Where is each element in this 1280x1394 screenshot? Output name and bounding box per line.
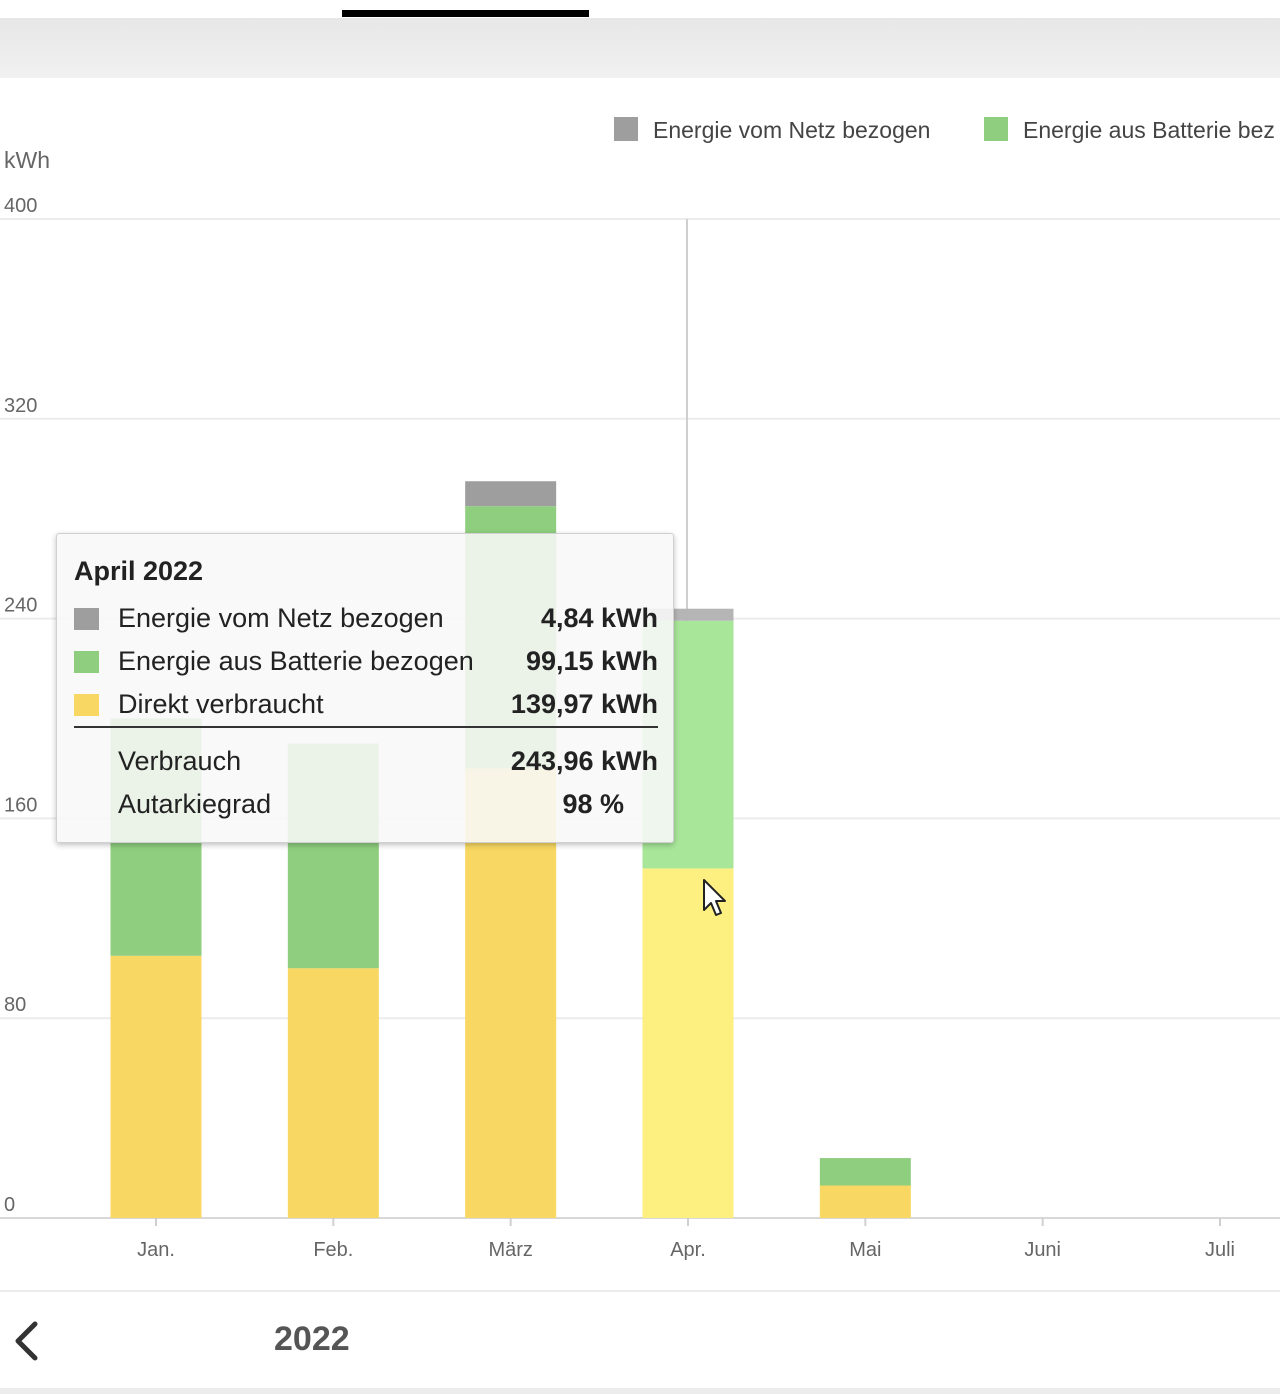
y-tick-label-80: 80 (4, 994, 26, 1016)
chart-tooltip: April 2022 Energie vom Netz bezogen 4,84… (56, 533, 674, 843)
tooltip-swatch-grid (74, 608, 99, 630)
tooltip-label-grid: Energie vom Netz bezogen (118, 603, 444, 633)
legend-label-0[interactable]: Energie vom Netz bezogen (653, 117, 930, 143)
tooltip-value-direct: 139,97 kWh (510, 689, 658, 719)
tooltip-value-battery: 99,15 kWh (525, 646, 658, 676)
y-tick-label-160: 160 (4, 794, 37, 816)
previous-year-button[interactable] (4, 1316, 48, 1366)
tooltip-swatch-direct (74, 694, 99, 716)
legend-swatch-0[interactable] (614, 117, 638, 141)
tooltip-row-battery: Energie aus Batterie bezogen 99,15 kWh (74, 644, 658, 684)
bar-Feb.-Direkt verbraucht[interactable] (287, 968, 379, 1218)
year-label: 2022 (274, 1320, 350, 1358)
footer: 2022 (0, 1290, 1280, 1390)
tooltip-label-autarkie: Autarkiegrad (118, 789, 272, 819)
x-tick-label-Mai: Mai (849, 1239, 881, 1261)
tooltip-value-verbrauch: 243,96 kWh (510, 746, 658, 776)
tooltip-row-grid: Energie vom Netz bezogen 4,84 kWh (74, 601, 658, 641)
legend-label-1[interactable]: Energie aus Batterie bez (1023, 117, 1275, 143)
tooltip-label-battery: Energie aus Batterie bezogen (118, 646, 474, 676)
x-tick-label-Jan.: Jan. (137, 1239, 175, 1261)
bar-März-Direkt verbraucht[interactable] (465, 768, 557, 1218)
x-tick-label-Apr.: Apr. (670, 1239, 706, 1261)
x-tick-label-Juli: Juli (1205, 1239, 1235, 1261)
bar-Apr.-Direkt verbraucht[interactable] (642, 868, 734, 1218)
tooltip-row-autarkie: Autarkiegrad 98 % (74, 787, 658, 827)
bar-März-Energie vom Netz bezogen[interactable] (465, 481, 557, 507)
tooltip-label-verbrauch: Verbrauch (118, 746, 242, 776)
x-tick-label-Feb.: Feb. (313, 1239, 353, 1261)
y-tick-label-320: 320 (4, 395, 37, 417)
tooltip-swatch-battery (74, 651, 99, 673)
tooltip-row-verbrauch: Verbrauch 243,96 kWh (74, 744, 658, 784)
tooltip-value-autarkie: 98 % (562, 789, 624, 819)
bar-Jan.-Direkt verbraucht[interactable] (110, 955, 202, 1218)
y-tick-label-400: 400 (4, 195, 37, 217)
chevron-left-icon (15, 1321, 38, 1361)
tooltip-value-grid: 4,84 kWh (540, 603, 658, 633)
tooltip-title: April 2022 (74, 556, 204, 586)
header-band (0, 18, 1280, 78)
x-tick-label-Juni: Juni (1024, 1239, 1061, 1261)
chart-area: kWh 0 80 160 240 320 400 Jan. Feb. März Apr. Mai Jun… (0, 78, 1280, 1288)
top-strip (0, 0, 1280, 18)
y-axis-unit-label: kWh (4, 147, 50, 173)
footer-bottom-line (0, 1388, 1280, 1394)
legend-swatch-1[interactable] (984, 117, 1008, 141)
mouse-pointer-icon (703, 879, 726, 916)
bar-Mai-Energie aus Batterie bezogen[interactable] (819, 1158, 911, 1186)
active-tab-indicator[interactable] (342, 10, 589, 17)
y-tick-label-0: 0 (4, 1194, 15, 1216)
tooltip-divider (74, 726, 658, 728)
tooltip-row-direct: Direkt verbraucht 139,97 kWh (74, 687, 658, 727)
bar-Mai-Direkt verbraucht[interactable] (819, 1185, 911, 1218)
x-tick-label-März: März (488, 1239, 532, 1261)
y-tick-label-240: 240 (4, 595, 37, 617)
tooltip-label-direct: Direkt verbraucht (118, 689, 324, 719)
